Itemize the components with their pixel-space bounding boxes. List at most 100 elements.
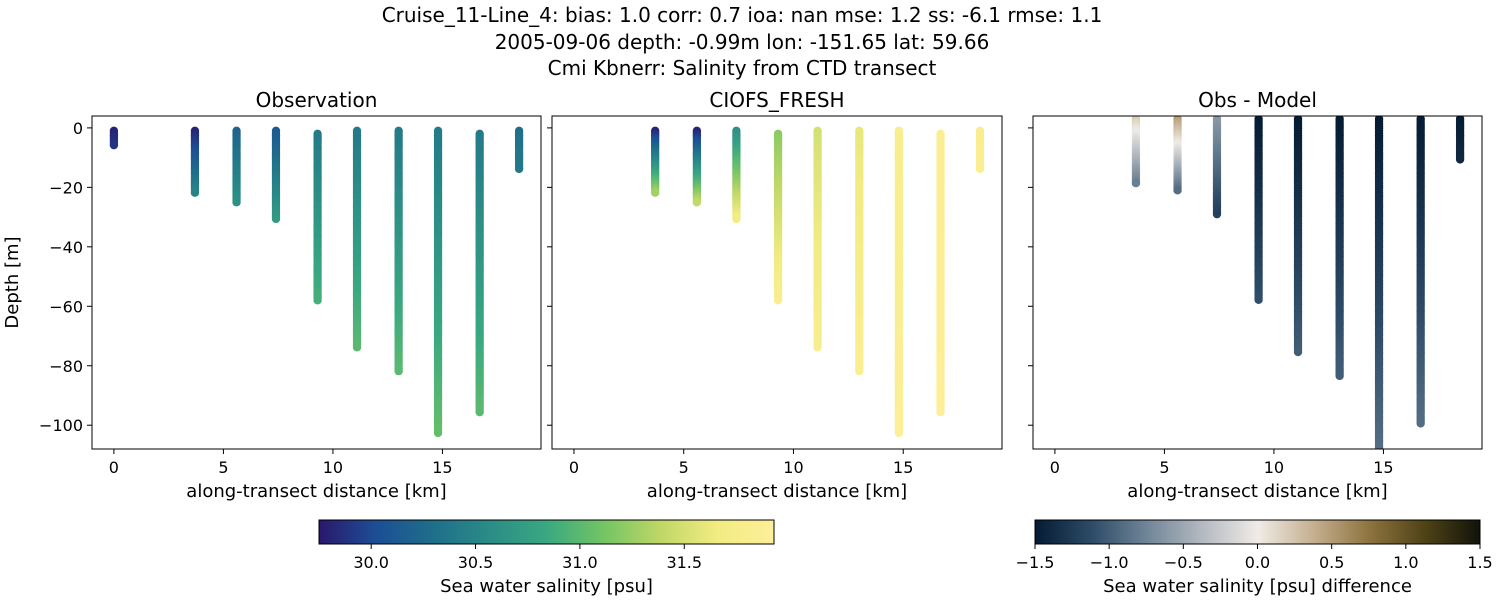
data-point <box>1455 155 1465 164</box>
station-profile <box>894 126 904 438</box>
y-tick-label: −60 <box>49 297 83 316</box>
station-profile <box>650 126 660 197</box>
panel-1-points <box>109 126 524 438</box>
colorbar-tick-label: 30.0 <box>353 553 389 572</box>
station-profile <box>975 126 985 174</box>
station-profile <box>1254 116 1263 304</box>
station-profile <box>1455 116 1465 164</box>
station-profile <box>732 126 741 224</box>
station-profile <box>190 126 200 197</box>
data-point <box>394 366 403 376</box>
panel-2: CIOFS_FRESH 0 5 10 15 along-transect distance… <box>547 88 1003 502</box>
data-point <box>692 198 702 207</box>
x-tick-label: 0 <box>109 458 119 477</box>
panel-3: Obs - Model 0 5 10 15 along-transect distance… <box>1028 88 1483 502</box>
data-point <box>975 164 985 174</box>
data-point <box>1212 209 1222 219</box>
y-tick-label: −100 <box>39 416 83 435</box>
x-axis-label: along-transect distance [km] <box>186 481 446 502</box>
data-point <box>232 198 241 207</box>
x-tick-label: 10 <box>323 458 343 477</box>
figure-title-line-1: Cruise_11-Line_4: bias: 1.0 corr: 0.7 io… <box>382 3 1103 27</box>
station-profile <box>1416 116 1425 428</box>
data-point <box>313 296 322 305</box>
x-tick-label: 15 <box>432 458 452 477</box>
panel-3-points <box>1131 116 1465 449</box>
station-profile <box>773 129 783 305</box>
colorbars: 30.0 30.5 31.0 31.5 Sea water salinity [psu]… <box>318 519 1493 597</box>
panel-title: Observation <box>256 88 378 112</box>
colorbar-tick-label: 0.5 <box>1319 553 1344 572</box>
panel-frame <box>91 115 542 450</box>
x-tick-label: 5 <box>679 458 689 477</box>
data-point <box>894 428 904 438</box>
data-point <box>475 407 484 417</box>
x-tick-label: 15 <box>1373 458 1393 477</box>
station-profile <box>813 126 822 352</box>
station-profile <box>232 126 241 207</box>
station-profile <box>394 126 403 376</box>
data-point <box>271 214 281 224</box>
colorbar-tick-label: 31.5 <box>666 553 702 572</box>
colorbar-tick-label: 31.0 <box>562 553 598 572</box>
data-point <box>855 366 864 376</box>
data-point <box>514 164 524 174</box>
station-profile <box>1173 116 1182 195</box>
colorbar-gradient <box>1034 519 1481 545</box>
data-point <box>1173 186 1182 195</box>
x-axis-label: along-transect distance [km] <box>647 481 907 502</box>
data-point <box>1335 371 1344 381</box>
colorbar-1: 30.0 30.5 31.0 31.5 Sea water salinity [psu] <box>318 519 775 597</box>
colorbar-tick-label: −0.5 <box>1164 553 1203 572</box>
panel-title: CIOFS_FRESH <box>709 88 844 112</box>
data-point <box>813 343 822 352</box>
colorbar-tick-label: 1.5 <box>1467 553 1492 572</box>
data-point <box>650 188 660 197</box>
y-tick-label: −80 <box>49 357 83 376</box>
panels: Observation 0 5 10 15 along-transect distance… <box>2 88 1483 502</box>
x-tick-label: 15 <box>893 458 913 477</box>
colorbar-tick-label: −1.0 <box>1090 553 1129 572</box>
y-tick-label: −20 <box>49 178 83 197</box>
y-axis-label: Depth [m] <box>2 236 23 328</box>
data-point <box>936 407 945 417</box>
x-tick-label: 10 <box>783 458 803 477</box>
station-profile <box>514 126 524 174</box>
data-point <box>433 428 443 438</box>
x-tick-label: 5 <box>218 458 228 477</box>
y-tick-label: −40 <box>49 238 83 257</box>
station-profile <box>855 126 864 376</box>
station-profile <box>1293 116 1303 357</box>
colorbar-label: Sea water salinity [psu] difference <box>1103 576 1412 597</box>
panel-1: Observation 0 5 10 15 along-transect distance… <box>2 88 542 502</box>
station-profile <box>1212 116 1222 219</box>
station-profile <box>109 126 119 150</box>
data-point <box>1416 419 1425 428</box>
colorbar-tick-label: 30.5 <box>458 553 494 572</box>
x-tick-label: 0 <box>569 458 579 477</box>
figure-title-line-3: Cmi Kbnerr: Salinity from CTD transect <box>548 56 937 80</box>
panel-frame <box>1032 115 1483 450</box>
station-profile <box>352 126 362 352</box>
station-profile <box>433 126 443 438</box>
station-profile <box>1374 116 1384 449</box>
colorbar-tick-label: −1.5 <box>1016 553 1055 572</box>
station-profile <box>1335 116 1344 381</box>
station-profile <box>692 126 702 207</box>
data-point <box>1374 443 1384 449</box>
station-profile <box>475 129 484 417</box>
station-profile <box>1131 116 1141 188</box>
data-point <box>190 188 200 197</box>
station-profile <box>936 129 945 417</box>
data-point <box>1254 295 1263 304</box>
colorbar-tick-label: 1.0 <box>1393 553 1418 572</box>
colorbar-2: −1.5 −1.0 −0.5 0.0 0.5 1.0 1.5 Sea water salini… <box>1016 519 1493 597</box>
data-point <box>1131 178 1141 188</box>
panel-2-points <box>650 126 985 438</box>
station-profile <box>271 126 281 224</box>
x-axis-label: along-transect distance [km] <box>1127 481 1387 502</box>
x-tick-label: 10 <box>1264 458 1284 477</box>
colorbar-gradient <box>318 519 775 545</box>
panel-frame <box>551 115 1003 450</box>
